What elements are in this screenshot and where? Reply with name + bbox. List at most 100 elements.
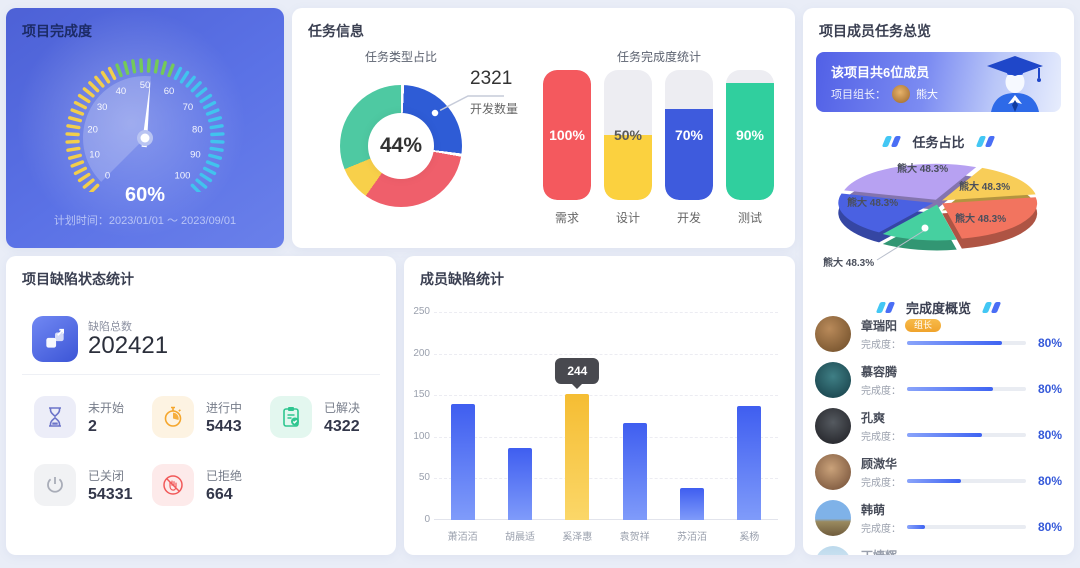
hand-stop-icon xyxy=(152,464,194,506)
pie-slice-label: 熊大 48.3% xyxy=(955,214,1007,225)
defect-bar-袁贺祥[interactable] xyxy=(622,422,647,520)
x-axis-tick-label: 奚泽惠 xyxy=(562,532,593,543)
gauge-tick xyxy=(66,124,81,130)
hourglass-icon xyxy=(34,396,76,438)
gauge-tick xyxy=(199,172,213,183)
member-progress-list: 章瑞阳 组长 完成度： 80% 慕容腾 完成度： 80% 孔爽 完成度： 80% 顾溦华 完成度： 80… xyxy=(815,316,1062,555)
gauge-tick xyxy=(190,183,202,192)
pie-slice[interactable] xyxy=(941,167,1036,201)
overview-section-header: 完成度概览 xyxy=(803,298,1074,317)
defect-status-已关闭: 已关闭 54331 xyxy=(34,464,133,506)
defect-bar-胡晨适[interactable] xyxy=(508,448,532,520)
gauge-tick xyxy=(199,93,213,104)
pie-slice-label: 熊大 48.3% xyxy=(959,182,1011,193)
overview-title: 完成度概览 xyxy=(905,301,971,316)
defect-bar-苏洦洦[interactable] xyxy=(680,488,704,520)
liquid-fill xyxy=(726,83,774,200)
progress-fill xyxy=(907,525,925,529)
progress-label: 完成度： xyxy=(861,339,901,351)
defect-bar-萧洦洦[interactable] xyxy=(450,403,475,520)
defect-total-icon xyxy=(32,316,78,362)
defect-bar-奚杨[interactable] xyxy=(737,406,762,520)
progress-track xyxy=(907,479,1026,483)
panel-title: 项目缺陷状态统计 xyxy=(22,271,134,287)
pie-slice[interactable] xyxy=(942,197,1038,239)
gauge-tick xyxy=(66,146,81,152)
gauge-plan-dates: 计划时间：2023/01/01 ～ 2023/09/01 xyxy=(53,215,237,227)
slash-decor-icon xyxy=(891,136,902,147)
gauge-tick xyxy=(88,183,100,192)
x-axis-tick-label: 袁贺祥 xyxy=(619,532,650,543)
gauge-tick xyxy=(205,160,220,168)
liquid-fill xyxy=(543,70,591,200)
task-completion-columns: 100% 需求 50% 设计 70% 开发 90% 测试 xyxy=(543,70,774,226)
progress-fill xyxy=(907,433,982,437)
gauge-tick xyxy=(139,58,144,73)
gauge-tick xyxy=(160,60,167,75)
gauge-tick xyxy=(77,172,91,183)
gauge-tick xyxy=(210,132,225,137)
donut-title: 任务类型占比 xyxy=(364,50,437,64)
pie-slice[interactable] xyxy=(844,163,977,200)
gauge-tick xyxy=(107,66,117,81)
status-label: 未开始 xyxy=(88,401,125,415)
completion-gauge[interactable]: 0 10 20 30 40 50 60 70 80 90 100 xyxy=(20,42,270,192)
donut-center-value: 44% xyxy=(368,113,434,179)
progress-track xyxy=(907,433,1026,437)
gauge-tick xyxy=(205,108,220,116)
gauge-tick xyxy=(73,166,88,176)
progress-value: 80% xyxy=(1037,428,1062,442)
liquid-column-需求[interactable]: 100% 需求 xyxy=(543,70,591,226)
x-axis-tick-label: 胡晨适 xyxy=(504,532,535,543)
gauge-tick-label: 100 xyxy=(175,170,191,181)
gauge-tick-label: 50 xyxy=(140,80,151,91)
liquid-column-设计[interactable]: 50% 设计 xyxy=(604,70,652,226)
liquid-percent-label: 50% xyxy=(613,127,643,143)
liquid-column-开发[interactable]: 70% 开发 xyxy=(665,70,713,226)
member-defect-bar-chart: 0 50 100 150 200 250 萧洦洦 胡晨适 奚泽惠 244 袁贺祥 苏洦洦 奚杨 xyxy=(413,306,778,543)
gauge-tick xyxy=(208,116,223,123)
liquid-category-label: 测试 xyxy=(737,211,762,225)
member-avatar xyxy=(815,316,851,352)
member-name: 慕容腾 xyxy=(861,364,898,379)
gauge-tick-label: 20 xyxy=(87,125,98,136)
member-name: 丁婕辉 xyxy=(861,547,897,556)
gauge-tick xyxy=(146,58,151,73)
gauge-progress-wedge xyxy=(82,76,151,182)
team-summary-banner: 该项目共6位成员 项目组长： 熊大 xyxy=(816,52,1061,112)
progress-value: 80% xyxy=(1037,474,1062,488)
liquid-track: 100% xyxy=(543,70,591,200)
progress-fill xyxy=(907,387,993,391)
gauge-tick-label: 0 xyxy=(105,170,110,181)
gauge-tick xyxy=(173,66,183,81)
x-axis-tick-label: 萧洦洦 xyxy=(447,532,478,543)
slash-decor-icon xyxy=(990,302,1002,313)
y-axis-tick-label: 100 xyxy=(413,430,430,442)
progress-label: 完成度： xyxy=(861,477,901,489)
leader-badge: 组长 xyxy=(905,318,942,332)
graduate-person-illustration xyxy=(987,56,1043,112)
progress-value: 80% xyxy=(1037,382,1062,396)
gauge-tick-label: 40 xyxy=(116,86,127,97)
defect-total-value: 202421 xyxy=(88,332,169,359)
gauge-tick xyxy=(123,60,130,75)
liquid-column-测试[interactable]: 90% 测试 xyxy=(726,70,774,226)
defect-bar-奚泽惠[interactable] xyxy=(565,394,590,520)
gauge-tick-label: 10 xyxy=(89,149,100,160)
progress-label: 完成度： xyxy=(861,523,901,535)
pie-slice[interactable] xyxy=(838,193,934,233)
gauge-tick xyxy=(65,139,80,144)
power-icon xyxy=(34,464,76,506)
pie-slice[interactable] xyxy=(882,204,957,241)
status-label: 已解决 xyxy=(324,401,361,415)
gridline xyxy=(434,395,778,397)
y-axis-tick-label: 50 xyxy=(418,472,430,484)
member-name: 孔爽 xyxy=(861,410,886,425)
gauge-tick-label: 60 xyxy=(164,86,175,97)
task-share-pie[interactable]: 熊大 48.3% 熊大 48.3% 熊大 48.3% 熊大 48.3% 熊大 48.3% xyxy=(811,150,1066,280)
leader-name: 熊大 xyxy=(916,89,938,101)
status-label: 进行中 xyxy=(206,401,243,415)
y-axis-tick-label: 0 xyxy=(424,514,430,525)
progress-track xyxy=(907,341,1026,345)
